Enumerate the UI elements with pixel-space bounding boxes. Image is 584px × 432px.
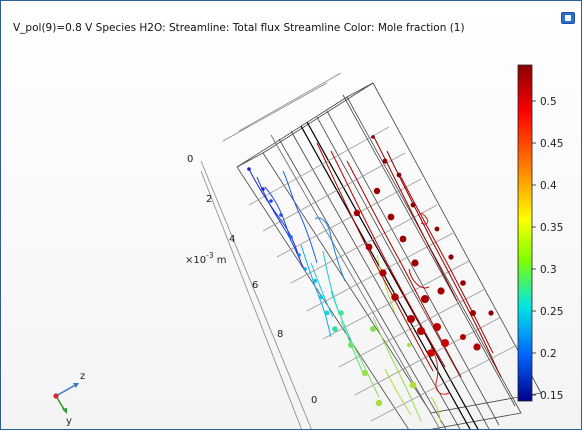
streamlines-high (316, 134, 502, 395)
window-toggle-icon[interactable] (561, 12, 575, 24)
colorbar-tick: 0.35 (540, 222, 563, 234)
axis-triad: z y (53, 371, 85, 427)
colorbar: 0.5 0.45 0.4 0.35 0.3 0.25 0.2 0.15 (517, 64, 563, 402)
triad-origin-x-icon (53, 393, 59, 399)
axis-unit-label: ×10-3 m (185, 251, 227, 266)
colorbar-tick: 0.3 (540, 264, 557, 276)
axis-tick-4: 4 (229, 234, 235, 245)
triad-z-label: z (80, 371, 85, 382)
colorbar-tick: 0.45 (540, 138, 563, 150)
geometry-wireframe (200, 72, 542, 429)
axis-tick-8: 8 (277, 329, 283, 340)
plot-title: V_pol(9)=0.8 V Species H2O: Streamline: … (13, 22, 465, 34)
axis-tick-2: 2 (206, 194, 212, 205)
axis-tick-6: 6 (252, 280, 258, 291)
colorbar-tick: 0.2 (540, 348, 557, 360)
colorbar-tick: 0.5 (540, 96, 557, 108)
streamline-markers-high (353, 135, 494, 357)
triad-y-label: y (66, 416, 72, 427)
colorbar-tick: 0.4 (540, 180, 557, 192)
colorbar-tick: 0.15 (540, 390, 563, 402)
colorbar-tick: 0.25 (540, 306, 563, 318)
axis-tick-0b: 0 (311, 395, 317, 406)
streamline-markers-low (247, 167, 417, 407)
axis-tick-0: 0 (187, 154, 193, 165)
